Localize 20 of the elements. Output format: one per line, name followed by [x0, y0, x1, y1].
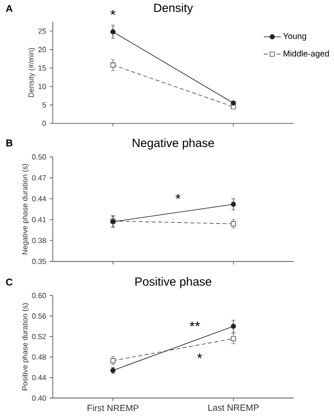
annotation: **	[189, 322, 200, 326]
point	[230, 202, 236, 207]
point	[110, 62, 116, 68]
point	[110, 358, 116, 364]
x-tick-label: First NREMP	[87, 404, 138, 412]
text: *	[110, 10, 116, 15]
annotation: *	[197, 353, 202, 358]
point	[230, 336, 236, 342]
point	[110, 29, 116, 34]
text: A	[6, 5, 12, 12]
text: B	[6, 140, 12, 146]
chart-title: Negative phase	[132, 138, 214, 150]
text: C	[6, 278, 12, 286]
point	[230, 324, 236, 329]
chart-title: Positive phase	[135, 277, 212, 288]
legend-label: Middle-aged	[284, 50, 329, 58]
chart-title: Density	[154, 3, 193, 14]
annotation: *	[175, 194, 180, 199]
x-tick-label: Last NREMP	[208, 404, 259, 411]
legend-label: Young	[283, 33, 306, 41]
